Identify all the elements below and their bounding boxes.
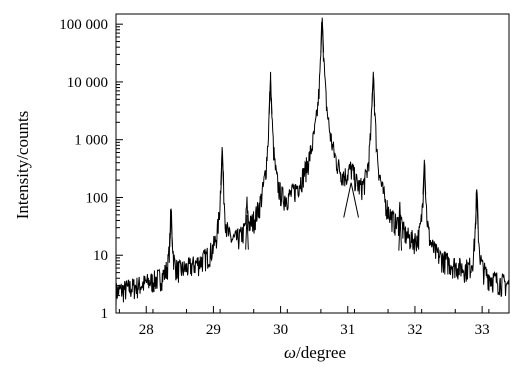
- x-axis-symbol: ω: [284, 343, 296, 362]
- x-axis-unit: /degree: [296, 343, 346, 362]
- y-axis-label: Intensity/counts: [13, 111, 32, 220]
- plot-frame: [115, 13, 510, 314]
- peak-mark: [220, 150, 224, 186]
- peak-mark: [371, 71, 376, 107]
- y-tick-label: 1 000: [74, 133, 108, 149]
- y-tick-label: 10 000: [67, 75, 108, 91]
- peak-mark: [245, 214, 249, 250]
- x-tick-label: 29: [206, 322, 221, 338]
- x-tick-label: 32: [407, 322, 422, 338]
- y-tick-label: 100: [86, 190, 109, 206]
- y-tick-label: 100 000: [59, 17, 108, 33]
- peak-mark: [422, 159, 427, 195]
- y-tick-label: 1: [101, 306, 109, 322]
- plot-area: [115, 13, 510, 314]
- peak-mark: [398, 215, 403, 251]
- peak-mark: [169, 212, 173, 248]
- peak-mark: [474, 193, 479, 229]
- x-tick-label: 30: [273, 322, 288, 338]
- y-tick-label: 10: [93, 248, 108, 264]
- axis-ticks: [116, 23, 490, 314]
- x-tick-label: 33: [475, 322, 490, 338]
- x-tick-label: 28: [139, 322, 154, 338]
- x-axis-label: ω/degree: [284, 343, 346, 362]
- peak-mark: [268, 79, 273, 115]
- tick-labels: 28 29 30 31 32 33 1 10 100 1 000 10 000 100 000: [59, 17, 489, 338]
- peak-mark: [343, 182, 360, 218]
- peak-mark: [320, 17, 325, 53]
- x-tick-label: 31: [340, 322, 355, 338]
- intensity-trace: [115, 21, 510, 307]
